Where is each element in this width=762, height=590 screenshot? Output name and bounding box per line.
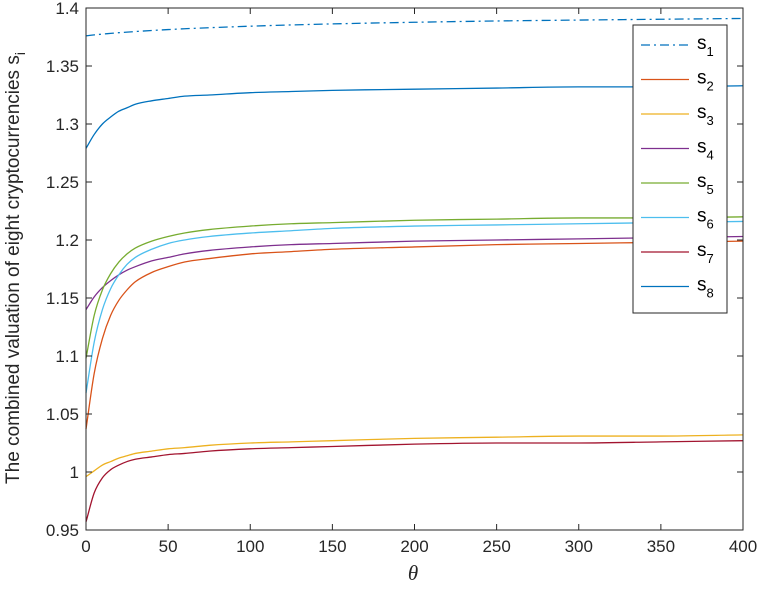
x-tick-label: 400: [729, 537, 757, 556]
y-axis-label-text: The combined valuation of eight cryptocu…: [3, 55, 24, 484]
y-tick-label: 1.05: [46, 405, 79, 424]
x-tick-label: 150: [318, 537, 346, 556]
series-line-s1: [85, 17, 744, 37]
series-line-s4: [85, 235, 744, 310]
y-tick-label: 1.2: [55, 231, 79, 250]
y-tick-label: 0.95: [46, 521, 79, 540]
y-tick-label: 1.4: [55, 0, 79, 18]
x-tick-label: 100: [236, 537, 264, 556]
x-tick-label: 300: [565, 537, 593, 556]
legend-label-s8: s8: [697, 275, 714, 301]
series-line-s2: [85, 240, 744, 430]
series-line-s5: [85, 216, 744, 359]
x-axis-label: θ: [408, 561, 418, 585]
legend-label-s1: s1: [697, 33, 714, 59]
series-line-s7: [85, 440, 744, 523]
legend-label-s5: s5: [697, 171, 714, 197]
y-tick-label: 1.15: [46, 289, 79, 308]
series-line-s3: [85, 434, 744, 478]
y-tick-label: 1.35: [46, 57, 79, 76]
y-axis-label-subscript: i: [12, 52, 28, 55]
legend: s1 s2 s3 s4 s5 s6 s7 s8: [632, 24, 728, 314]
series-layer: [85, 17, 744, 523]
x-tick-label: 350: [647, 537, 675, 556]
series-line-s8: [85, 85, 744, 149]
x-tick-label: 200: [400, 537, 428, 556]
legend-box: [632, 24, 728, 314]
x-tick-label: 0: [81, 537, 90, 556]
legend-label-s6: s6: [697, 206, 714, 232]
legend-label-s3: s3: [697, 102, 714, 128]
series-line-s6: [85, 220, 744, 394]
legend-label-s4: s4: [697, 137, 714, 163]
x-tick-label: 50: [159, 537, 178, 556]
y-tick-label: 1: [70, 463, 79, 482]
y-tick-label: 1.1: [55, 347, 79, 366]
legend-label-s7: s7: [697, 240, 714, 266]
y-axis-label: The combined valuation of eight cryptocu…: [3, 52, 28, 484]
legend-label-s2: s2: [697, 68, 714, 94]
y-tick-label: 1.3: [55, 115, 79, 134]
ticks-layer: 0 50 100 150 200 250 300 350 400 0.95 1 1.05 1.1 1.15…: [46, 0, 757, 556]
y-tick-label: 1.25: [46, 173, 79, 192]
x-tick-label: 250: [482, 537, 510, 556]
